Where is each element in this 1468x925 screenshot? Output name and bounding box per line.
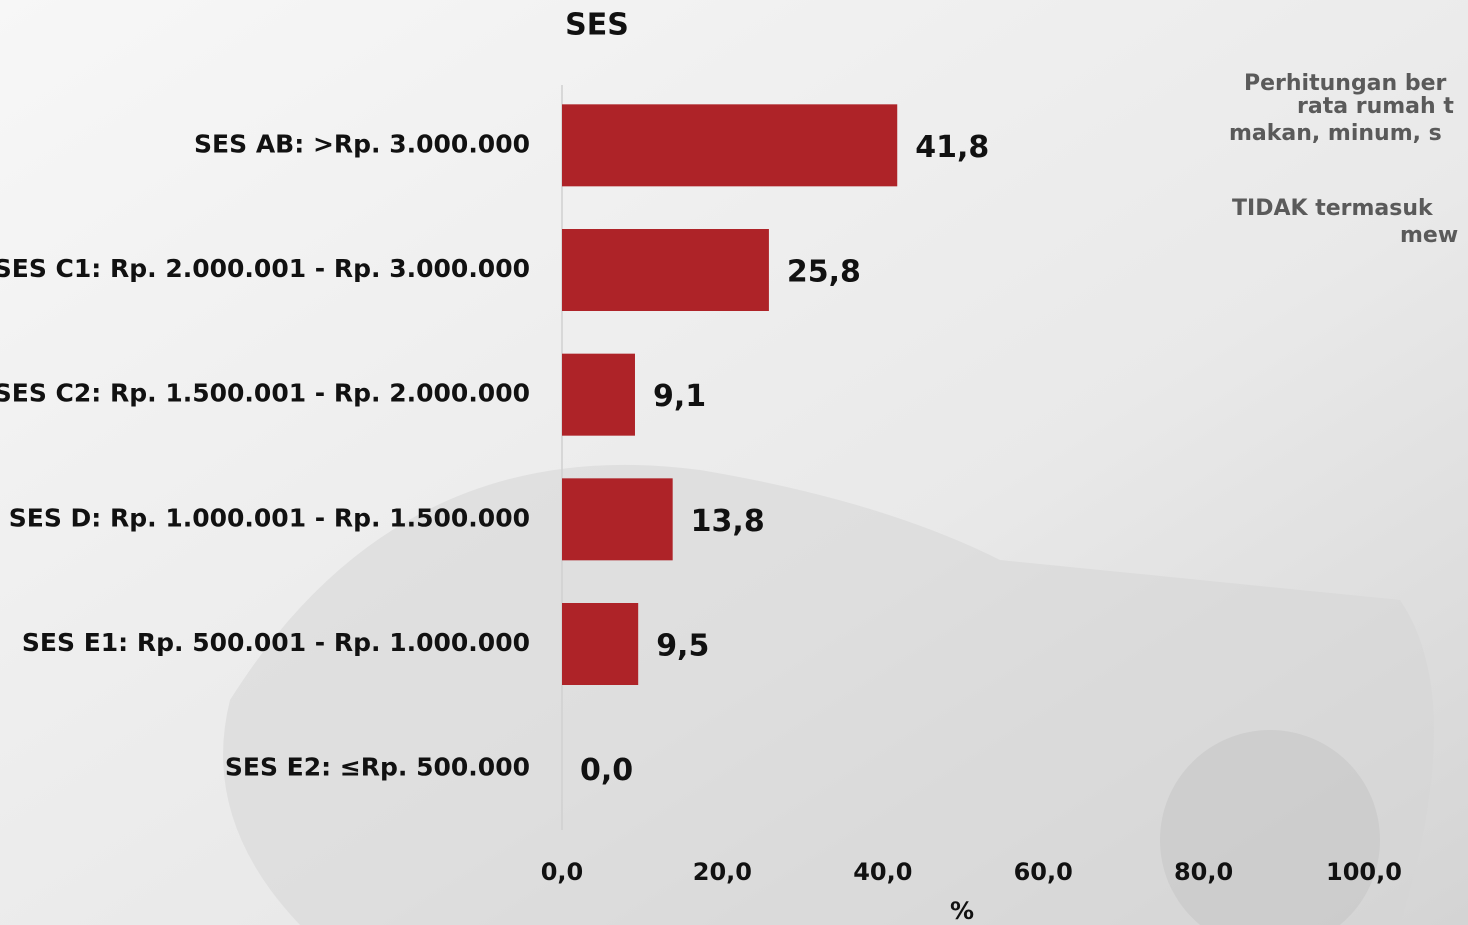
value-label: 9,5 <box>656 629 709 664</box>
x-tick-label: 80,0 <box>1174 858 1233 886</box>
annotation: Perhitungan ber <box>1244 71 1447 96</box>
value-label: 9,1 <box>653 379 706 414</box>
value-label: 41,8 <box>915 130 989 165</box>
bar <box>562 478 673 560</box>
page: SES % 0,0 20,0 40,0 60,0 80,0 100,0 SES AB: >R… <box>0 0 1468 925</box>
bar <box>562 603 638 685</box>
annotation: mew <box>1400 223 1458 248</box>
value-label: 0,0 <box>580 753 633 788</box>
x-tick-label: 100,0 <box>1326 858 1402 886</box>
x-tick-label: 60,0 <box>1014 858 1073 886</box>
y-tick-label: SES C1: Rp. 2.000.001 - Rp. 3.000.000 <box>0 254 530 283</box>
y-tick-label: SES E2: ≤Rp. 500.000 <box>225 753 530 782</box>
value-label: 13,8 <box>691 504 765 539</box>
x-tick-label: 40,0 <box>853 858 912 886</box>
y-tick-label: SES C2: Rp. 1.500.001 - Rp. 2.000.000 <box>0 379 530 408</box>
x-tick-label: 20,0 <box>693 858 752 886</box>
bar <box>562 354 635 436</box>
annotation: makan, minum, s <box>1229 121 1442 146</box>
value-label: 25,8 <box>787 255 861 290</box>
annotation: rata rumah t <box>1297 94 1454 119</box>
y-tick-label: SES D: Rp. 1.000.001 - Rp. 1.500.000 <box>9 503 530 532</box>
annotation: TIDAK termasuk <box>1232 196 1434 221</box>
chart: SES % 0,0 20,0 40,0 60,0 80,0 100,0 SES AB: >R… <box>0 0 1468 925</box>
y-tick-label: SES E1: Rp. 500.001 - Rp. 1.000.000 <box>22 628 530 657</box>
x-axis-title: % <box>950 897 974 925</box>
bar <box>562 229 769 311</box>
y-tick-label: SES AB: >Rp. 3.000.000 <box>194 129 530 158</box>
bar <box>562 104 897 186</box>
chart-title: SES <box>565 8 629 43</box>
x-tick-label: 0,0 <box>541 858 584 886</box>
